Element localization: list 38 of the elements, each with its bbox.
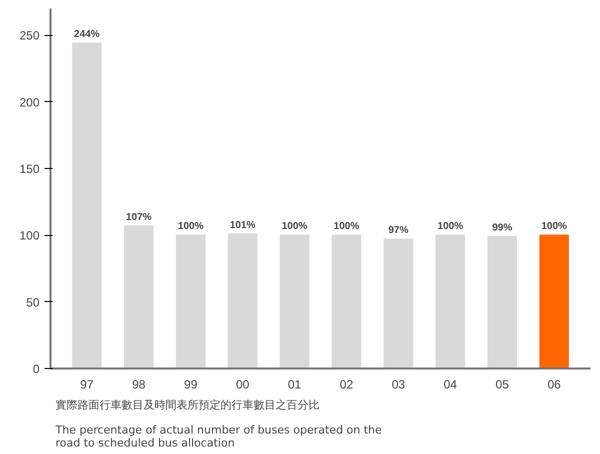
x-tick-label: 01 — [288, 378, 302, 392]
bar — [176, 234, 206, 368]
data-label: 97% — [388, 225, 408, 236]
bar — [124, 225, 154, 368]
y-tick-label: 200 — [19, 95, 40, 110]
data-label: 107% — [126, 212, 152, 223]
data-label: 100% — [178, 221, 204, 232]
x-tick-label: 97 — [80, 378, 94, 392]
x-tick-label: 02 — [340, 378, 354, 392]
x-tick-label: 05 — [496, 378, 510, 392]
bar — [487, 236, 518, 368]
text: The percentage of actual number of buses operated on the road to scheduled bus allocation — [54, 424, 382, 450]
x-tick-label: 04 — [444, 378, 458, 392]
bar — [539, 234, 569, 368]
bar — [280, 234, 310, 368]
data-label: 100% — [541, 221, 568, 232]
bar — [332, 234, 362, 368]
data-label: 100% — [334, 221, 360, 232]
data-label: 244% — [74, 29, 100, 40]
data-label: 99% — [492, 222, 512, 234]
x-tick-label: 00 — [236, 378, 250, 392]
y-tick-label: 50 — [26, 295, 40, 310]
y-tick-label: 150 — [19, 162, 40, 176]
x-tick-label: 03 — [392, 378, 406, 392]
bar — [72, 42, 102, 368]
data-label: 101% — [230, 220, 256, 231]
data-label: 100% — [282, 221, 308, 232]
bar — [228, 233, 258, 368]
y-tick-label: 0 — [32, 362, 40, 376]
text: 實際路面行車數目及時間表所預定的行車數目之百分比 — [56, 398, 320, 412]
x-tick-label: 99 — [184, 378, 198, 392]
data-label: 100% — [438, 221, 464, 232]
x-tick-label: 98 — [132, 378, 146, 392]
y-tick-label: 250 — [19, 28, 40, 43]
bar — [436, 234, 466, 368]
x-tick-label: 06 — [547, 378, 562, 392]
bar — [384, 238, 414, 368]
y-tick-label: 100 — [19, 228, 40, 243]
